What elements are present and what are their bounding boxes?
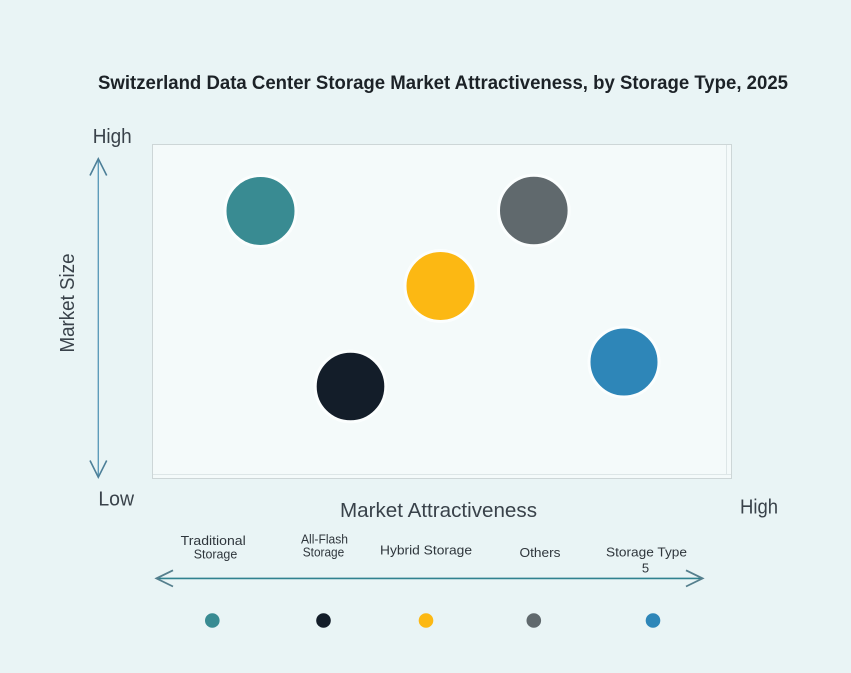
- svg-text:High: High: [93, 126, 132, 148]
- svg-text:Low: Low: [98, 489, 134, 511]
- svg-text:All-Flash: All-Flash: [301, 532, 348, 547]
- svg-text:High: High: [740, 496, 778, 518]
- svg-text:Storage Type: Storage Type: [606, 544, 687, 559]
- svg-text:5: 5: [642, 561, 649, 576]
- svg-text:Storage: Storage: [194, 547, 238, 562]
- svg-text:Market Size: Market Size: [57, 254, 79, 353]
- svg-text:Traditional: Traditional: [181, 533, 246, 548]
- svg-text:Market Attractiveness: Market Attractiveness: [340, 500, 537, 522]
- svg-text:Hybrid Storage: Hybrid Storage: [380, 543, 472, 558]
- svg-text:Storage: Storage: [303, 544, 345, 559]
- svg-text:Switzerland Data Center Storag: Switzerland Data Center Storage Market A…: [98, 73, 788, 94]
- svg-text:Others: Others: [520, 545, 562, 560]
